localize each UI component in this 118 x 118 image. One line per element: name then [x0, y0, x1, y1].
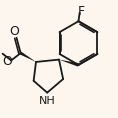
- Polygon shape: [20, 52, 36, 62]
- Text: F: F: [77, 5, 84, 18]
- Text: O: O: [2, 55, 12, 68]
- Polygon shape: [59, 60, 79, 67]
- Text: NH: NH: [39, 96, 56, 106]
- Text: O: O: [9, 25, 19, 38]
